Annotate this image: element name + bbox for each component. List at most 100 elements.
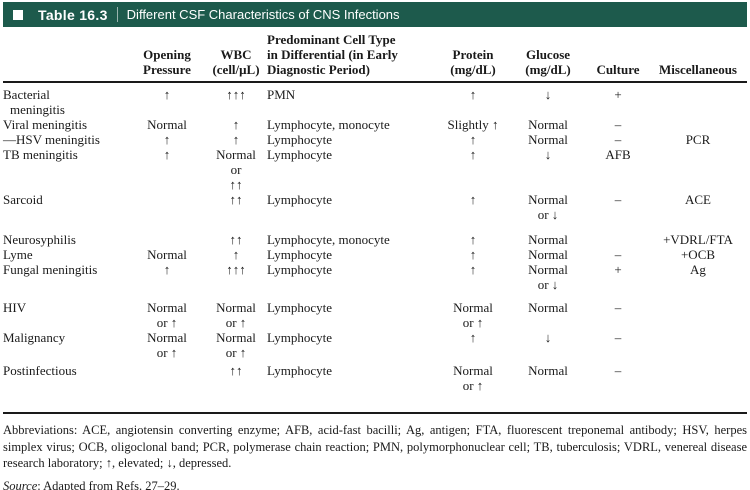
cell-misc: +VDRL/FTA xyxy=(663,232,733,247)
table-title-bar: Table 16.3 Different CSF Characteristics… xyxy=(3,2,747,27)
table-row: Postinfectious ↑↑ Lymphocyte Normal or ↑ Norm… xyxy=(3,363,747,413)
column-header-glucose: Glucose (mg/dL) xyxy=(509,32,587,83)
csf-characteristics-table: Opening Pressure WBC (cell/μL) Predominant C… xyxy=(3,32,747,414)
cell-culture: + xyxy=(614,87,622,102)
cell-misc xyxy=(649,147,747,192)
cell-protein: ↑ xyxy=(469,132,477,147)
cell-cell_type: Lymphocyte xyxy=(267,247,332,262)
source-note: Source: Adapted from Refs. 27–29. xyxy=(3,478,747,490)
cell-misc xyxy=(649,300,747,330)
source-text: : Adapted from Refs. 27–29. xyxy=(37,478,180,490)
cell-cell_type: Lymphocyte, monocyte xyxy=(267,232,390,247)
cell-condition: —HSV meningitis xyxy=(3,132,100,147)
cell-condition: Viral meningitis xyxy=(3,117,88,132)
column-header-culture: Culture xyxy=(587,32,649,83)
cell-protein: ↑ xyxy=(469,262,477,277)
cell-wbc: Normal or ↑↑ xyxy=(216,147,256,192)
cell-glucose: Normal or ↓ xyxy=(528,262,568,292)
column-header-cell_type: Predominant Cell Type in Differential (in… xyxy=(267,32,437,83)
cell-wbc: ↑↑ xyxy=(229,192,243,207)
cell-opening_pressure xyxy=(129,363,205,413)
cell-protein: ↑ xyxy=(469,247,477,262)
cell-cell_type: Lymphocyte xyxy=(267,330,332,345)
cell-cell_type: Lymphocyte xyxy=(267,132,332,147)
cell-glucose: ↓ xyxy=(544,147,552,162)
cell-opening_pressure: Normal or ↑ xyxy=(147,300,187,330)
cell-glucose: Normal or ↓ xyxy=(528,192,568,222)
cell-culture xyxy=(587,232,649,247)
cell-protein: ↑ xyxy=(469,232,477,247)
cell-wbc: ↑↑ xyxy=(229,232,243,247)
table-row: Viral meningitis Normal ↑ Lymphocyte, monoc… xyxy=(3,117,747,132)
table-number: Table 16.3 xyxy=(38,6,108,23)
square-bullet-icon xyxy=(13,9,23,20)
cell-opening_pressure: Normal or ↑ xyxy=(147,330,187,360)
source-label: Source xyxy=(3,478,38,490)
table-row: Sarcoid ↑↑ Lymphocyte ↑ Normal or ↓ – ACE xyxy=(3,192,747,232)
cell-wbc: ↑↑↑ xyxy=(226,87,246,102)
cell-wbc: Normal or ↑ xyxy=(216,300,256,330)
table-row: HIV Normal or ↑ Normal or ↑ Lymphocyte Normal o… xyxy=(3,300,747,330)
cell-protein: ↑ xyxy=(469,147,477,162)
cell-protein: Normal or ↑ xyxy=(453,300,493,330)
cell-protein: Slightly ↑ xyxy=(447,117,499,132)
cell-glucose: ↓ xyxy=(544,330,552,345)
cell-condition: Malignancy xyxy=(3,330,66,345)
cell-misc: Ag xyxy=(690,262,706,277)
cell-glucose: ↓ xyxy=(544,87,552,102)
cell-condition: Fungal meningitis xyxy=(3,262,98,277)
cell-condition: TB meningitis xyxy=(3,147,78,162)
cell-culture: – xyxy=(614,300,622,315)
column-header-wbc: WBC (cell/μL) xyxy=(205,32,267,83)
cell-cell_type: Lymphocyte xyxy=(267,300,332,315)
cell-opening_pressure: ↑ xyxy=(163,132,171,147)
footnotes: Abbreviations: ACE, angiotensin converti… xyxy=(3,422,747,490)
cell-misc: +OCB xyxy=(680,247,716,262)
cell-opening_pressure xyxy=(129,192,205,232)
cell-glucose: Normal xyxy=(528,300,568,315)
table-row: Lyme Normal ↑ Lymphocyte ↑ Normal – +OCB xyxy=(3,247,747,262)
cell-wbc: Normal or ↑ xyxy=(216,330,256,360)
table-header-row: Opening Pressure WBC (cell/μL) Predominant C… xyxy=(3,32,747,83)
cell-misc xyxy=(649,82,747,117)
cell-culture: – xyxy=(614,117,622,132)
cell-culture: – xyxy=(614,192,622,207)
cell-protein: ↑ xyxy=(469,330,477,345)
cell-protein: ↑ xyxy=(469,192,477,207)
cell-opening_pressure: ↑ xyxy=(163,147,171,162)
cell-wbc: ↑ xyxy=(232,132,240,147)
page-title: Different CSF Characteristics of CNS Inf… xyxy=(126,7,400,22)
cell-condition: Bacterial meningitis xyxy=(3,87,65,117)
cell-wbc: ↑↑ xyxy=(229,363,243,378)
table-row: —HSV meningitis ↑ ↑ Lymphocyte ↑ Normal – PCR xyxy=(3,132,747,147)
cell-opening_pressure: ↑ xyxy=(163,87,171,102)
cell-condition: Lyme xyxy=(3,247,33,262)
cell-cell_type: Lymphocyte, monocyte xyxy=(267,117,390,132)
cell-condition: Postinfectious xyxy=(3,363,77,378)
cell-culture: – xyxy=(614,247,622,262)
cell-cell_type: Lymphocyte xyxy=(267,192,332,207)
cell-glucose: Normal xyxy=(528,232,568,247)
column-header-protein: Protein (mg/dL) xyxy=(437,32,509,83)
table-body: Bacterial meningitis ↑ ↑↑↑ PMN ↑ ↓ + Viral menin… xyxy=(3,82,747,413)
cell-cell_type: Lymphocyte xyxy=(267,147,332,162)
cell-condition: Neurosyphilis xyxy=(3,232,76,247)
cell-opening_pressure: Normal xyxy=(147,247,187,262)
cell-wbc: ↑ xyxy=(232,247,240,262)
cell-cell_type: Lymphocyte xyxy=(267,262,332,277)
table-row: Neurosyphilis ↑↑ Lymphocyte, monocyte ↑ Norm… xyxy=(3,232,747,247)
cell-glucose: Normal xyxy=(528,247,568,262)
cell-glucose: Normal xyxy=(528,363,568,378)
cell-condition: Sarcoid xyxy=(3,192,43,207)
cell-opening_pressure: Normal xyxy=(147,117,187,132)
cell-protein: Normal or ↑ xyxy=(453,363,493,393)
table-row: Fungal meningitis ↑ ↑↑↑ Lymphocyte ↑ Normal or… xyxy=(3,262,747,300)
cell-culture: AFB xyxy=(605,147,631,162)
column-header-misc: Miscellaneous xyxy=(649,32,747,83)
column-header-opening_pressure: Opening Pressure xyxy=(129,32,205,83)
cell-culture: + xyxy=(614,262,622,277)
cell-opening_pressure: ↑ xyxy=(163,262,171,277)
cell-glucose: Normal xyxy=(528,132,568,147)
cell-opening_pressure xyxy=(129,232,205,247)
